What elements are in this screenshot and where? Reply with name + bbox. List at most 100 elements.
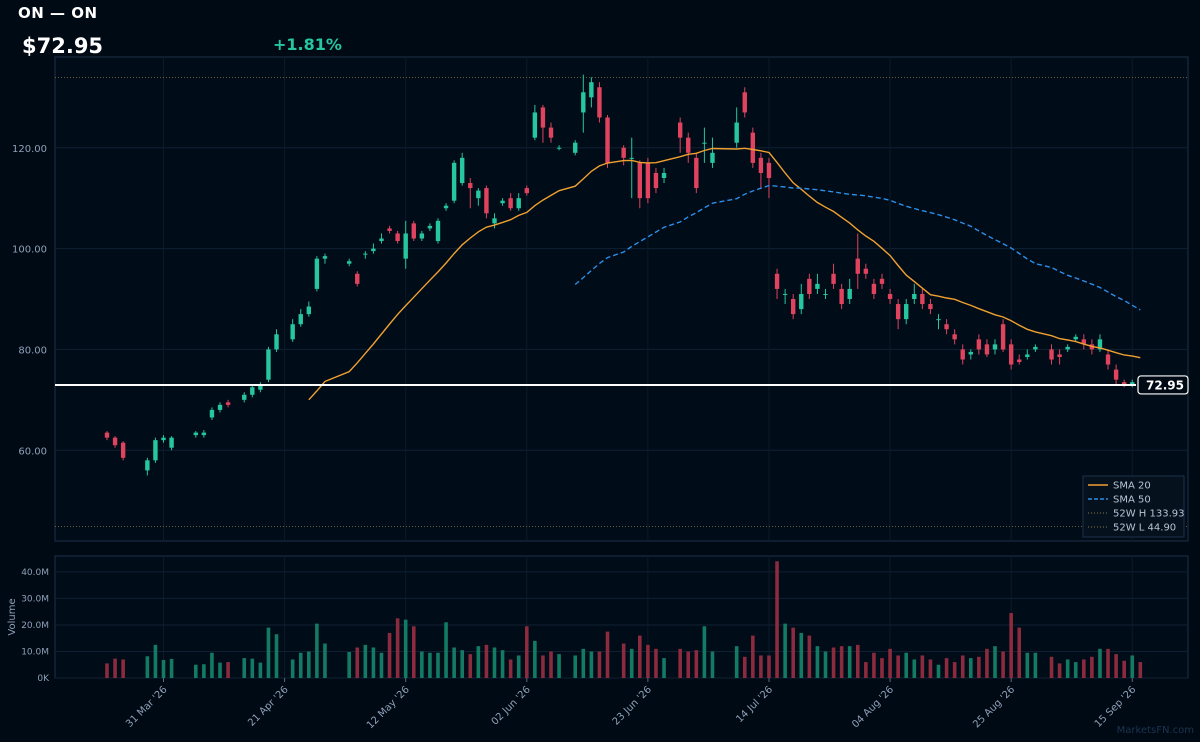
candle-body <box>411 223 416 239</box>
x-tick-label: 15 Sep '26 <box>1093 684 1139 730</box>
candle-body <box>395 233 400 242</box>
candle-body <box>847 288 852 299</box>
candle-body <box>371 248 376 252</box>
volume-tick-label: 10.0M <box>21 647 49 657</box>
volume-bar <box>783 623 787 678</box>
candle-body <box>774 273 780 289</box>
volume-bar <box>460 650 465 678</box>
volume-bar <box>541 655 545 678</box>
volume-tick-label: 20.0M <box>21 621 49 631</box>
candle-body <box>500 200 505 204</box>
legend-entry: SMA 50 <box>1113 495 1151 506</box>
candle-body <box>984 344 990 355</box>
volume-bar <box>1001 651 1005 678</box>
volume-bar <box>484 644 489 678</box>
candle-body <box>363 253 368 255</box>
candle-body <box>120 442 126 458</box>
candle-body <box>1073 336 1078 340</box>
candle-body <box>758 157 764 173</box>
candle-body <box>290 324 295 340</box>
candle-body <box>193 432 199 436</box>
candle-body <box>855 258 860 274</box>
volume-bar <box>250 658 255 678</box>
volume-bar <box>411 626 416 678</box>
candle-body <box>686 137 691 153</box>
volume-tick-label: 0K <box>37 674 50 684</box>
volume-bar <box>1098 648 1102 678</box>
candle-body <box>936 319 941 321</box>
price-tick-label: 120.00 <box>12 144 47 155</box>
legend-entry: 52W L 44.90 <box>1113 523 1176 534</box>
last-price-label: 72.95 <box>1146 378 1184 392</box>
volume-bar <box>710 651 715 678</box>
volume-bar <box>347 652 351 678</box>
candle-body <box>992 344 998 350</box>
volume-bar <box>855 644 860 678</box>
volume-bar <box>831 647 836 678</box>
candle-body <box>661 172 667 178</box>
volume-bar <box>928 659 933 678</box>
candle-body <box>169 437 174 448</box>
volume-bar <box>662 658 666 678</box>
candle-body <box>516 198 521 209</box>
candle-body <box>766 162 772 178</box>
candle-body <box>266 349 271 380</box>
volume-bar <box>355 647 360 678</box>
volume-bar <box>266 627 271 678</box>
volume-bar <box>242 658 247 678</box>
candle-body <box>556 147 562 149</box>
candle-body <box>274 334 279 350</box>
x-tick-label: 14 Jul '26 <box>734 684 775 725</box>
sma20-line <box>308 147 1141 401</box>
volume-bar <box>742 656 747 678</box>
candle-body <box>621 147 626 158</box>
volume-bar <box>638 635 642 678</box>
volume-bar <box>105 663 109 678</box>
candle-body <box>581 92 586 113</box>
candle-body <box>1017 359 1022 363</box>
price-change: +1.81% <box>273 35 342 54</box>
volume-bar <box>323 643 327 678</box>
volume-bar <box>428 652 432 678</box>
volume-bar <box>1090 656 1094 678</box>
volume-bar <box>702 626 707 678</box>
volume-bar <box>621 643 626 678</box>
volume-bar <box>1025 652 1030 678</box>
legend-entry: SMA 20 <box>1113 481 1151 492</box>
candle-body <box>912 293 917 299</box>
candle-body <box>645 162 651 199</box>
volume-bar <box>210 652 214 678</box>
volume-bar <box>153 644 158 678</box>
volume-bar <box>686 651 691 678</box>
volume-bar <box>315 623 319 678</box>
volume-bar <box>420 651 424 678</box>
candle-body <box>532 112 538 138</box>
volume-bar <box>258 662 263 678</box>
volume-bar <box>363 644 368 678</box>
volume-bar <box>508 659 513 678</box>
candle-body <box>653 172 659 189</box>
x-tick-label: 25 Aug '26 <box>971 684 1017 730</box>
candle-body <box>823 293 828 295</box>
volume-bar <box>1114 654 1118 678</box>
candle-body <box>807 278 812 294</box>
candle-body <box>484 188 489 214</box>
volume-bar <box>1073 662 1078 678</box>
chart-title: ON — ON <box>18 4 98 22</box>
volume-bar <box>573 655 578 678</box>
volume-bar <box>298 652 303 678</box>
volume-bar <box>864 662 868 678</box>
volume-bar <box>403 619 408 678</box>
x-tick-label: 21 Apr '26 <box>246 684 290 728</box>
volume-bar <box>952 662 957 678</box>
candle-body <box>403 233 408 259</box>
candle-body <box>887 293 893 299</box>
candle-body <box>540 107 546 128</box>
volume-bar <box>734 646 739 678</box>
candle-body <box>799 293 804 310</box>
volume-bar <box>371 647 376 678</box>
candle-body <box>629 157 634 159</box>
candle-body <box>242 394 247 400</box>
price-tick-label: 100.00 <box>12 245 47 256</box>
volume-bar <box>194 664 198 678</box>
